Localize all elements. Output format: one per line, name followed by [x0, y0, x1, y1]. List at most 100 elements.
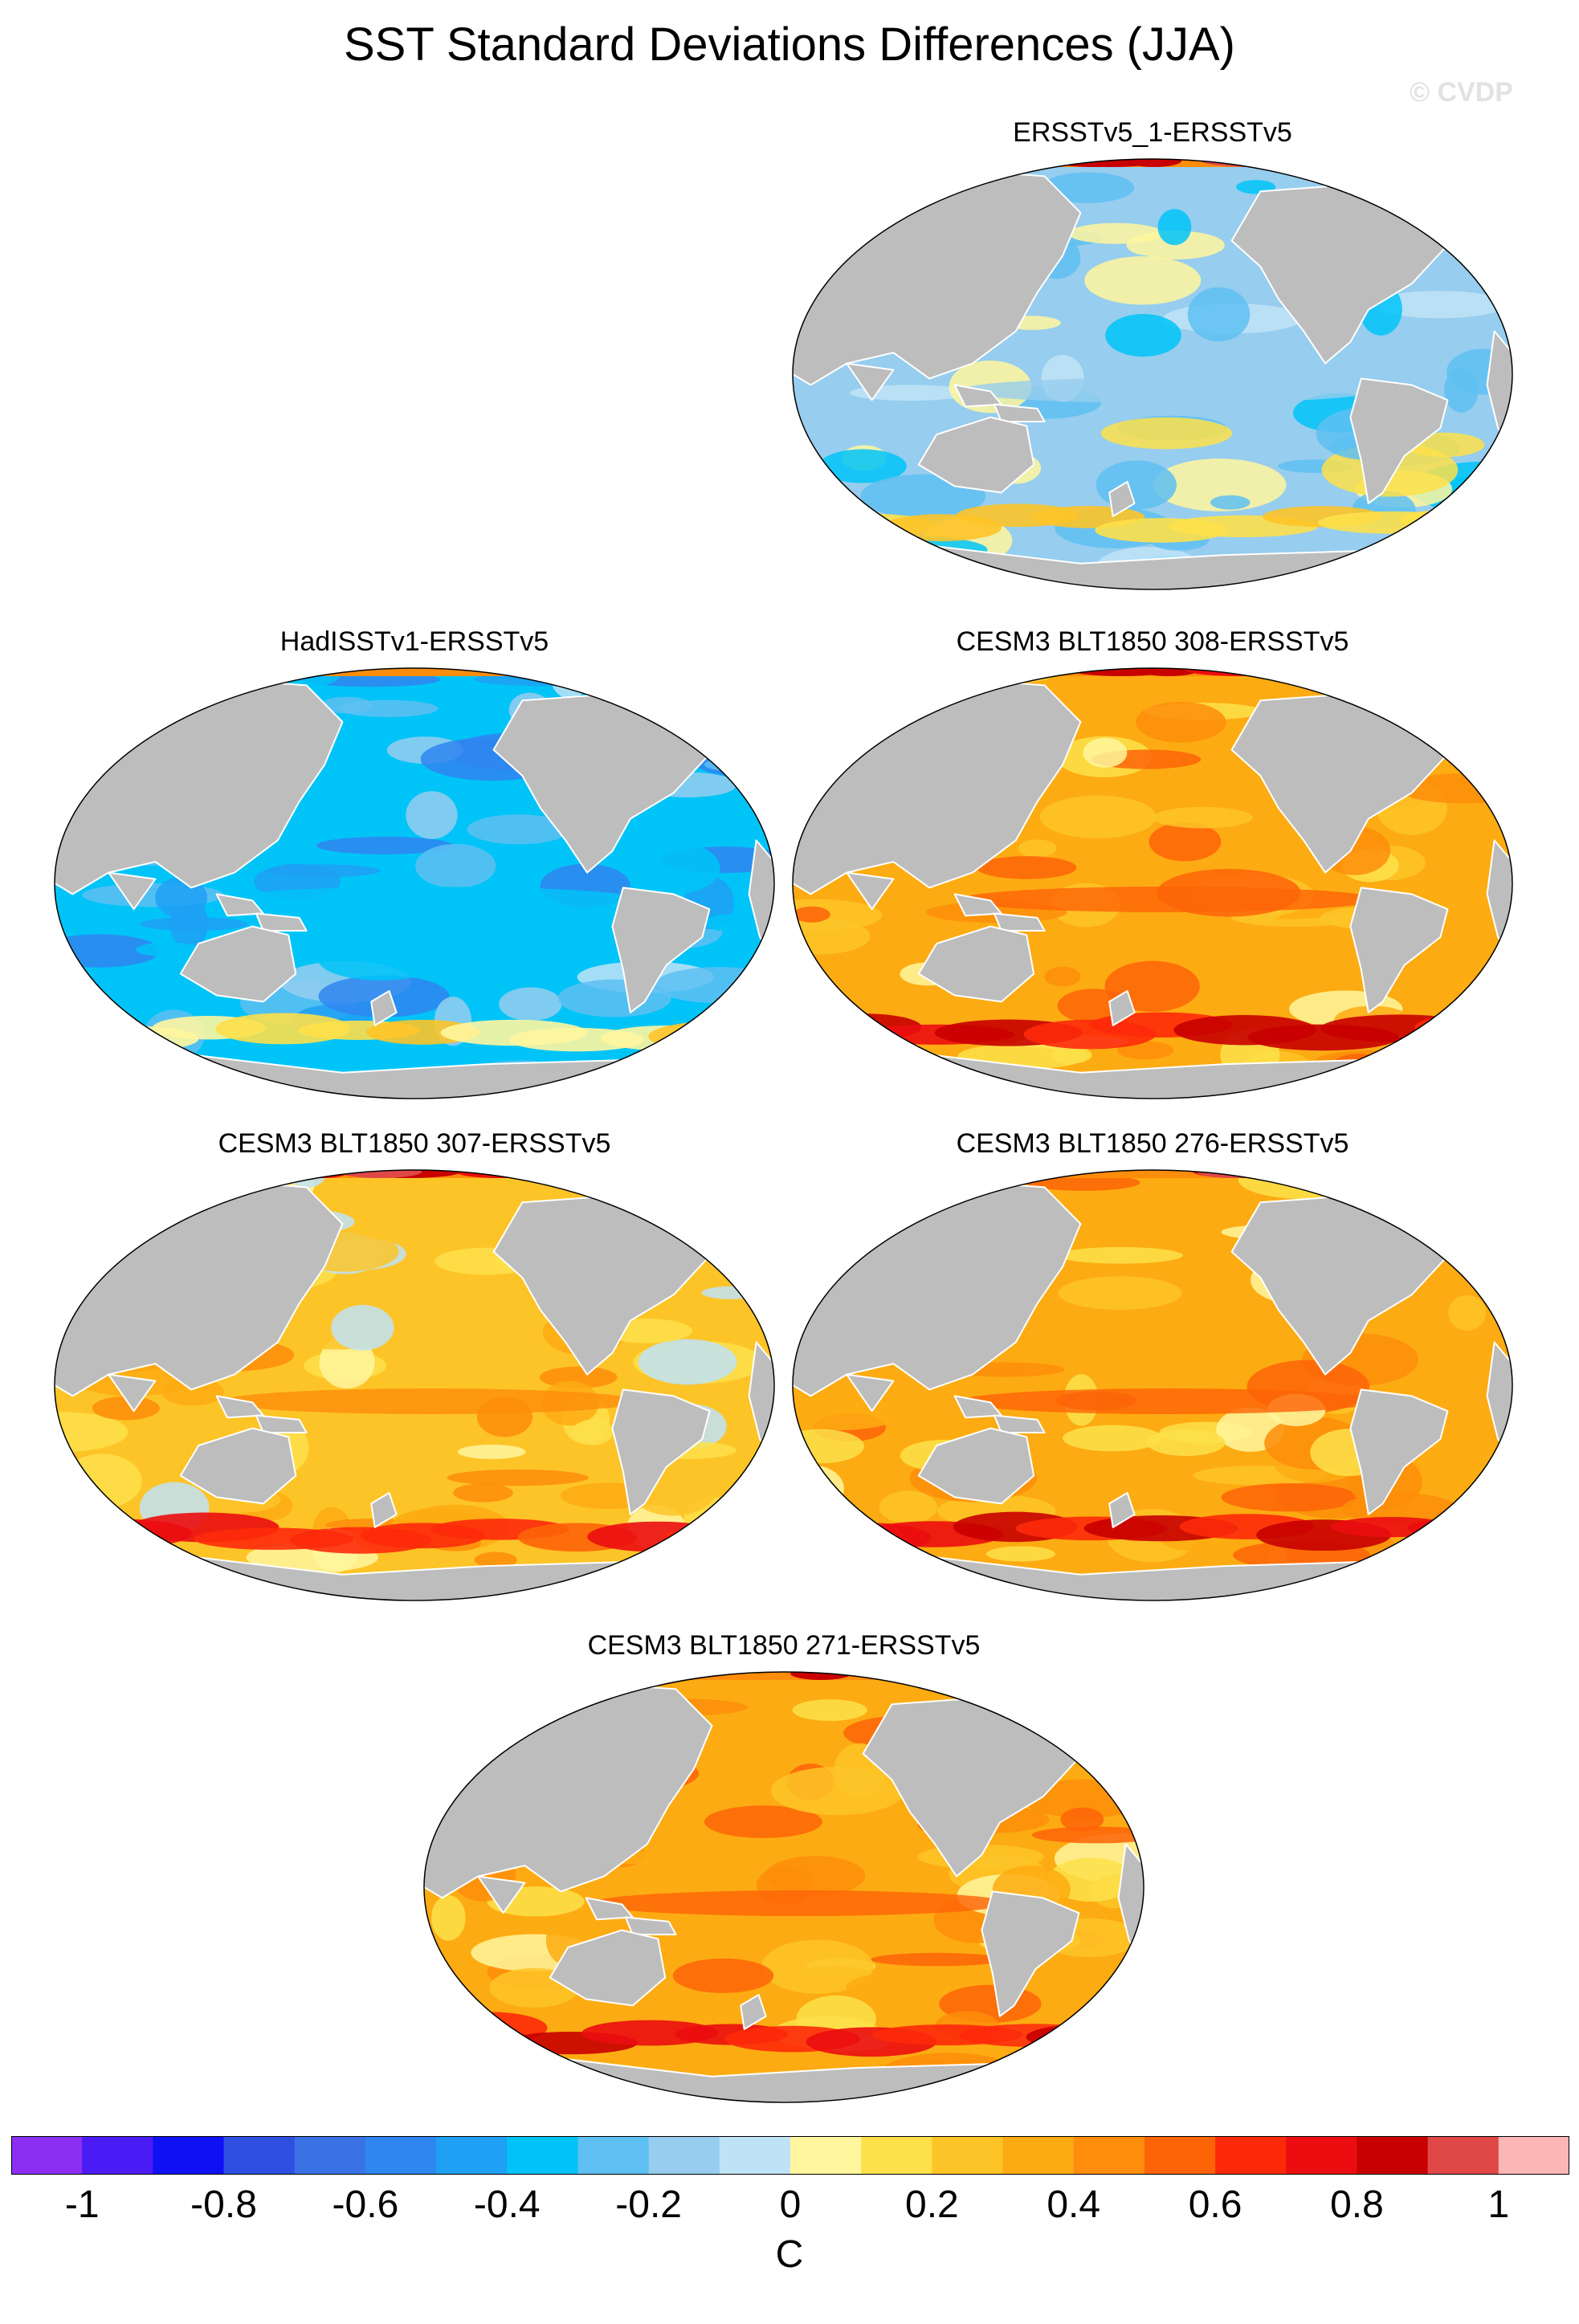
land-mass — [846, 1373, 895, 1413]
anomaly-patch — [798, 1563, 838, 1579]
anomaly-patch — [55, 1542, 152, 1595]
colorbar-swatch — [294, 2136, 366, 2175]
equatorial-band — [960, 887, 1377, 912]
land-mass — [1403, 678, 1463, 729]
arctic-patch — [186, 1170, 268, 1178]
anomaly-patch — [818, 449, 907, 483]
anomaly-patch — [793, 668, 858, 698]
colorbar-tick-label: -0.2 — [615, 2183, 682, 2226]
arctic-patch — [1069, 668, 1173, 676]
anomaly-patch — [792, 1699, 867, 1722]
anomaly-patch — [793, 161, 895, 210]
arctic-patch — [911, 159, 1020, 167]
anomaly-patch — [1210, 495, 1251, 510]
colorbar-units: C — [775, 2233, 804, 2276]
map-outline — [423, 1671, 1144, 2103]
anomaly-patch — [318, 939, 443, 981]
map-outline — [792, 158, 1513, 590]
anomaly-patch — [356, 1205, 389, 1241]
colorbar-swatch — [861, 2136, 932, 2175]
southern-ocean-band — [587, 1521, 728, 1552]
arctic-strip — [424, 1672, 1144, 1680]
colorbar-swatch — [82, 2136, 153, 2175]
colorbar-swatch — [1498, 2136, 1569, 2175]
anomaly-patch — [670, 1565, 773, 1600]
anomaly-patch — [956, 2082, 1060, 2100]
land-mass — [1034, 1682, 1095, 1733]
anomaly-patch — [92, 1396, 160, 1421]
anomaly-patch — [1398, 557, 1442, 572]
anomaly-patch — [761, 1939, 874, 1994]
anomaly-patch — [704, 914, 756, 932]
anomaly-patch — [719, 1555, 759, 1588]
anomaly-patch — [623, 841, 720, 895]
land-mass — [740, 1994, 767, 2030]
land-mass — [917, 416, 1035, 494]
colorbar-tick-label: 1 — [1487, 2183, 1510, 2226]
anomaly-patch — [696, 1853, 745, 1890]
land-mass — [1349, 1388, 1449, 1515]
anomaly-patch — [1147, 1429, 1226, 1457]
anomaly-patch — [431, 1895, 466, 1941]
map-outline — [792, 1169, 1513, 1601]
anomaly-patch — [1039, 795, 1157, 838]
colorbar-swatch — [1144, 2136, 1216, 2175]
anomaly-patch — [795, 699, 935, 724]
equatorial-band — [222, 887, 639, 912]
anomaly-patch — [1062, 1425, 1163, 1452]
world-map — [792, 667, 1513, 1099]
arctic-patch — [947, 1672, 1013, 1680]
anomaly-patch — [55, 1067, 111, 1099]
colorbar-swatch — [790, 2136, 862, 2175]
equatorial-band — [222, 1388, 639, 1414]
anomaly-patch — [1432, 524, 1512, 573]
anomaly-patch — [1452, 532, 1512, 548]
anomaly-patch — [669, 1035, 710, 1050]
anomaly-patch — [701, 1286, 760, 1299]
panel-title: CESM3 BLT1850 308-ERSSTv5 — [956, 626, 1349, 657]
anomaly-patch — [1008, 2064, 1082, 2102]
anomaly-patch — [177, 1074, 255, 1099]
colorbar-tick-label: 0.2 — [904, 2183, 959, 2226]
anomaly-patch — [925, 1672, 979, 1685]
anomaly-patch — [1084, 256, 1202, 305]
land-mass — [1108, 990, 1136, 1026]
colorbar-tick-label: -0.8 — [190, 2183, 257, 2226]
map-outline — [54, 667, 775, 1099]
anomaly-patch — [578, 668, 653, 691]
anomaly-patch — [1095, 1310, 1131, 1328]
anomaly-patch — [453, 1483, 513, 1502]
arctic-patch — [1318, 1170, 1389, 1178]
land-mass — [1349, 887, 1449, 1013]
anomaly-patch — [62, 1454, 142, 1509]
colorbar-tick-label: -0.6 — [332, 2183, 399, 2226]
anomaly-patch — [136, 942, 202, 957]
land-mass — [108, 871, 157, 911]
colorbar-swatch — [1357, 2136, 1429, 2175]
anomaly-patch — [1328, 1054, 1389, 1088]
land-mass — [917, 1427, 1035, 1505]
anomaly-patch — [1153, 806, 1253, 829]
watermark: © CVDP — [1410, 77, 1513, 108]
anomaly-patch — [1395, 1564, 1512, 1586]
map-panel-cesm3-307: CESM3 BLT1850 307-ERSSTv5 — [53, 1128, 776, 1618]
land-mass — [993, 912, 1046, 932]
arctic-patch — [1263, 1170, 1332, 1178]
anomaly-patch — [1031, 1826, 1144, 1844]
colorbar-tick-label: -1 — [64, 2183, 100, 2226]
land-mass — [611, 887, 711, 1013]
arctic-patch — [1200, 159, 1310, 167]
map-panel-cesm3-276: CESM3 BLT1850 276-ERSSTv5 — [791, 1128, 1514, 1618]
world-map — [54, 1169, 775, 1601]
southern-ocean-band — [1318, 511, 1467, 534]
land-mass — [1108, 481, 1136, 517]
anomaly-patch — [679, 1555, 749, 1596]
colorbar-swatch — [577, 2136, 650, 2175]
anomaly-patch — [55, 1543, 165, 1592]
arctic-patch — [592, 1672, 647, 1680]
anomaly-patch — [61, 1061, 116, 1099]
anomaly-patch — [474, 1551, 517, 1568]
anomaly-patch — [707, 1045, 757, 1072]
world-map — [792, 158, 1513, 590]
anomaly-patch — [1402, 1193, 1512, 1248]
